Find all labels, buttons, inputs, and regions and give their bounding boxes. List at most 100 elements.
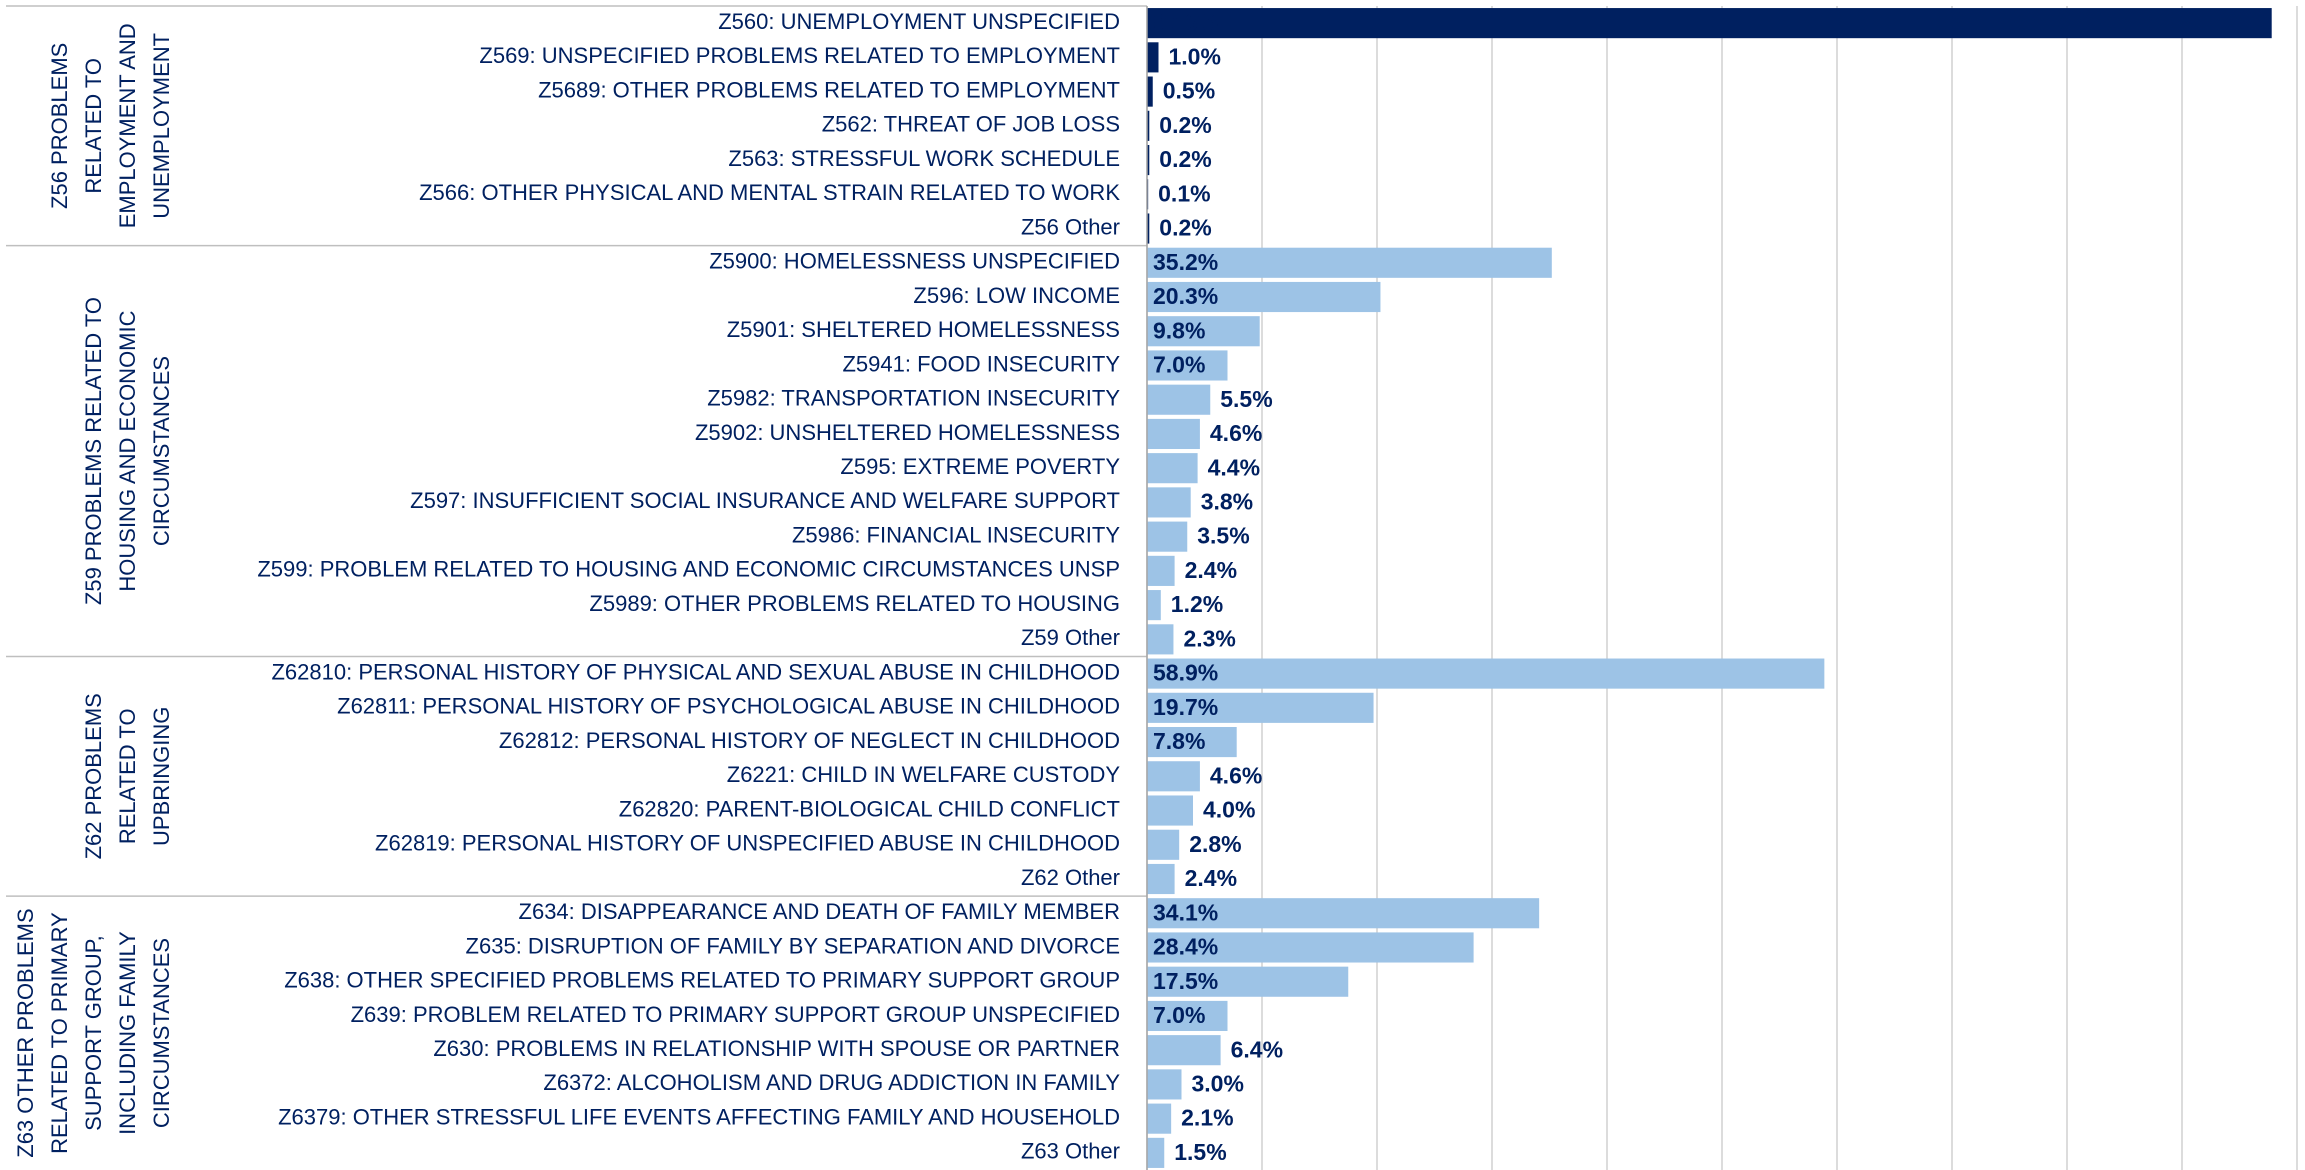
bar bbox=[1147, 795, 1193, 826]
bar bbox=[1147, 350, 1228, 381]
group-label: INCLUDING FAMILY bbox=[115, 931, 140, 1135]
category-label: Z62819: PERSONAL HISTORY OF UNSPECIFIED … bbox=[375, 831, 1120, 856]
category-label: Z62811: PERSONAL HISTORY OF PSYCHOLOGICA… bbox=[337, 694, 1120, 719]
group-label: RELATED TO PRIMARY bbox=[47, 912, 72, 1154]
category-label: Z6372: ALCOHOLISM AND DRUG ADDICTION IN … bbox=[543, 1070, 1120, 1095]
bar bbox=[1147, 213, 1150, 244]
bar bbox=[1147, 1000, 1228, 1032]
bar bbox=[1147, 281, 1381, 313]
category-label: Z634: DISAPPEARANCE AND DEATH OF FAMILY … bbox=[519, 899, 1120, 924]
bar bbox=[1147, 726, 1237, 758]
value-label: 4.0% bbox=[1203, 797, 1255, 823]
group-label: HOUSING AND ECONOMIC bbox=[115, 310, 140, 591]
value-label: 2.3% bbox=[1183, 625, 1235, 651]
bar bbox=[1147, 384, 1211, 415]
category-label: Z5941: FOOD INSECURITY bbox=[842, 351, 1120, 376]
value-label: 6.4% bbox=[1231, 1036, 1283, 1062]
bar bbox=[1147, 555, 1175, 586]
category-label: Z566: OTHER PHYSICAL AND MENTAL STRAIN R… bbox=[419, 180, 1120, 205]
value-label: 2.1% bbox=[1181, 1105, 1233, 1131]
group-label: Z59 PROBLEMS RELATED TO bbox=[81, 297, 106, 605]
category-label: Z597: INSUFFICIENT SOCIAL INSURANCE AND … bbox=[410, 488, 1120, 513]
category-label: Z62810: PERSONAL HISTORY OF PHYSICAL AND… bbox=[271, 659, 1120, 684]
bar bbox=[1147, 658, 1825, 689]
value-label: 2.8% bbox=[1189, 831, 1241, 857]
bar bbox=[1147, 1137, 1165, 1168]
bar bbox=[1147, 110, 1150, 141]
bar bbox=[1147, 1103, 1172, 1134]
group-label: EMPLOYMENT AND bbox=[115, 23, 140, 228]
category-label: Z5689: OTHER PROBLEMS RELATED TO EMPLOYM… bbox=[538, 77, 1120, 102]
value-label: 0.1% bbox=[1158, 180, 1210, 206]
category-label: Z59 Other bbox=[1021, 625, 1120, 650]
category-label: Z563: STRESSFUL WORK SCHEDULE bbox=[728, 146, 1120, 171]
category-label: Z630: PROBLEMS IN RELATIONSHIP WITH SPOU… bbox=[433, 1036, 1120, 1061]
bar bbox=[1147, 487, 1191, 518]
value-label: 97.8% bbox=[1153, 9, 1218, 35]
bar bbox=[1147, 829, 1180, 860]
category-label: Z595: EXTREME POVERTY bbox=[840, 454, 1120, 479]
value-label: 3.5% bbox=[1197, 523, 1249, 549]
value-label: 0.2% bbox=[1159, 146, 1211, 172]
category-label: Z638: OTHER SPECIFIED PROBLEMS RELATED T… bbox=[284, 968, 1120, 993]
group-label: CIRCUMSTANCES bbox=[149, 938, 174, 1128]
bar bbox=[1147, 590, 1161, 621]
value-label: 0.5% bbox=[1163, 78, 1215, 104]
category-label: Z639: PROBLEM RELATED TO PRIMARY SUPPORT… bbox=[351, 1002, 1120, 1027]
category-label: Z6379: OTHER STRESSFUL LIFE EVENTS AFFEC… bbox=[278, 1104, 1120, 1129]
group-label: SUPPORT GROUP, bbox=[81, 935, 106, 1131]
category-label: Z5901: SHELTERED HOMELESSNESS bbox=[727, 317, 1120, 342]
bar bbox=[1147, 76, 1153, 107]
bar bbox=[1147, 692, 1374, 723]
category-label: Z635: DISRUPTION OF FAMILY BY SEPARATION… bbox=[466, 933, 1120, 958]
group-label: UNEMPLOYMENT bbox=[149, 33, 174, 219]
value-label: 3.8% bbox=[1201, 488, 1253, 514]
group-label: Z62 PROBLEMS bbox=[81, 693, 106, 859]
bar bbox=[1147, 418, 1200, 450]
bar bbox=[1147, 247, 1552, 278]
value-label: 17.5% bbox=[1153, 968, 1218, 994]
bar bbox=[1147, 624, 1174, 655]
bar bbox=[1147, 1069, 1182, 1100]
category-label: Z596: LOW INCOME bbox=[913, 283, 1120, 308]
group-label: UPBRINGING bbox=[149, 707, 174, 846]
value-label: 4.4% bbox=[1208, 454, 1260, 480]
value-label: 7.0% bbox=[1153, 352, 1205, 378]
value-label: 4.6% bbox=[1210, 762, 1262, 788]
group-label: CIRCUMSTANCES bbox=[149, 356, 174, 546]
category-label: Z63 Other bbox=[1021, 1139, 1120, 1164]
value-label: 2.4% bbox=[1185, 557, 1237, 583]
value-label: 19.7% bbox=[1153, 694, 1218, 720]
category-label: Z5989: OTHER PROBLEMS RELATED TO HOUSING bbox=[589, 591, 1120, 616]
category-label: Z562: THREAT OF JOB LOSS bbox=[822, 112, 1120, 137]
bar bbox=[1147, 316, 1260, 347]
group-label: Z63 OTHER PROBLEMS bbox=[13, 908, 38, 1157]
value-label: 4.6% bbox=[1210, 420, 1262, 446]
value-label: 20.3% bbox=[1153, 283, 1218, 309]
bar bbox=[1147, 761, 1200, 792]
bar bbox=[1147, 8, 2272, 39]
bar bbox=[1147, 932, 1474, 963]
category-label: Z62820: PARENT-BIOLOGICAL CHILD CONFLICT bbox=[619, 796, 1120, 821]
value-label: 7.0% bbox=[1153, 1002, 1205, 1028]
category-label: Z62 Other bbox=[1021, 865, 1120, 890]
value-label: 2.4% bbox=[1185, 865, 1237, 891]
bar bbox=[1147, 966, 1349, 997]
bar bbox=[1147, 898, 1540, 929]
value-label: 0.2% bbox=[1159, 215, 1211, 241]
bar bbox=[1147, 453, 1198, 484]
category-label: Z560: UNEMPLOYMENT UNSPECIFIED bbox=[718, 9, 1120, 34]
category-label: Z5902: UNSHELTERED HOMELESSNESS bbox=[695, 420, 1120, 445]
group-label: Z56 PROBLEMS bbox=[47, 43, 72, 209]
group-label: RELATED TO bbox=[115, 708, 140, 844]
value-label: 3.0% bbox=[1192, 1070, 1244, 1096]
bar bbox=[1147, 863, 1175, 895]
bar bbox=[1147, 144, 1150, 176]
value-label: 1.5% bbox=[1174, 1139, 1226, 1165]
value-label: 9.8% bbox=[1153, 317, 1205, 343]
group-label: RELATED TO bbox=[81, 58, 106, 194]
category-label: Z6221: CHILD IN WELFARE CUSTODY bbox=[727, 762, 1121, 787]
category-label: Z62812: PERSONAL HISTORY OF NEGLECT IN C… bbox=[499, 728, 1120, 753]
category-label: Z56 Other bbox=[1021, 214, 1120, 239]
